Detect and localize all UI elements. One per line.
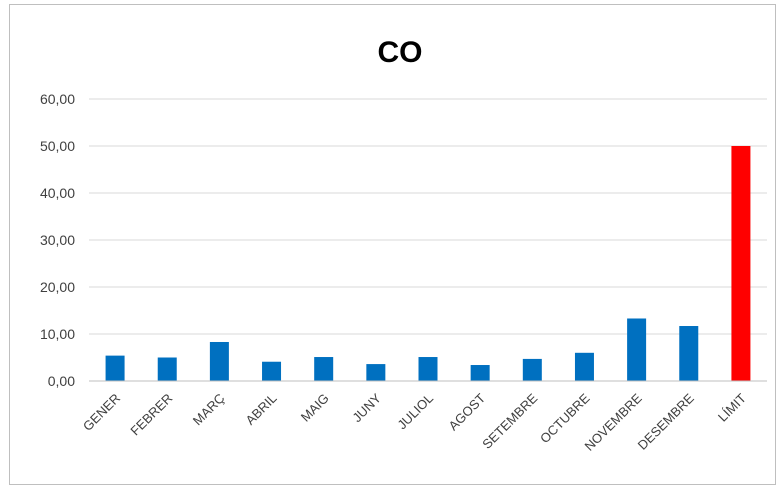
y-tick-label: 50,00 — [40, 138, 75, 154]
bar-maig — [314, 357, 334, 381]
y-tick-label: 0,00 — [48, 373, 75, 389]
x-tick-label: JULIOL — [394, 391, 436, 433]
bar-limit — [731, 146, 751, 381]
bar-febrer — [157, 357, 177, 381]
bars — [105, 146, 751, 381]
bar-gener — [105, 355, 125, 381]
bar-desembre — [679, 326, 699, 381]
y-tick-label: 30,00 — [40, 232, 75, 248]
bar-setembre — [522, 358, 542, 381]
x-tick-label: MAIG — [298, 391, 332, 425]
y-tick-label: 10,00 — [40, 326, 75, 342]
bar-març — [209, 341, 229, 381]
x-tick-label: GENER — [80, 391, 123, 434]
gridlines — [89, 98, 767, 335]
x-tick-label: AGOST — [445, 390, 488, 433]
bar-chart: CO 0,00 10,00 20,00 30,00 40,00 50,00 60,00 GE… — [40, 36, 767, 454]
y-tick-label: 20,00 — [40, 279, 75, 295]
bar-octubre — [574, 352, 594, 381]
y-tick-label: 60,00 — [40, 91, 75, 107]
bar-juliol — [418, 357, 438, 381]
bar-novembre — [627, 318, 647, 381]
bar-abril — [262, 361, 282, 381]
x-tick-label: ABRIL — [242, 391, 279, 428]
x-tick-label: SETEMBRE — [479, 390, 540, 451]
x-tick-label: FEBRER — [127, 391, 175, 439]
y-tick-label: 40,00 — [40, 185, 75, 201]
y-axis-ticks: 0,00 10,00 20,00 30,00 40,00 50,00 60,00 — [40, 91, 75, 389]
x-tick-label: JUNY — [349, 390, 384, 425]
bar-juny — [366, 364, 386, 381]
x-tick-label: LÍMIT — [715, 390, 749, 424]
chart-frame: CO 0,00 10,00 20,00 30,00 40,00 50,00 60,00 GE… — [9, 4, 776, 485]
x-tick-label: MARÇ — [190, 391, 228, 429]
x-tick-label: DESEMBRE — [635, 390, 697, 452]
chart-title: CO — [378, 36, 423, 69]
bar-agost — [470, 365, 490, 381]
x-axis-labels: GENER FEBRER MARÇ ABRIL MAIG JUNY JULIOL AGOSTS… — [80, 390, 749, 453]
x-tick-label: OCTUBRE — [537, 390, 593, 446]
